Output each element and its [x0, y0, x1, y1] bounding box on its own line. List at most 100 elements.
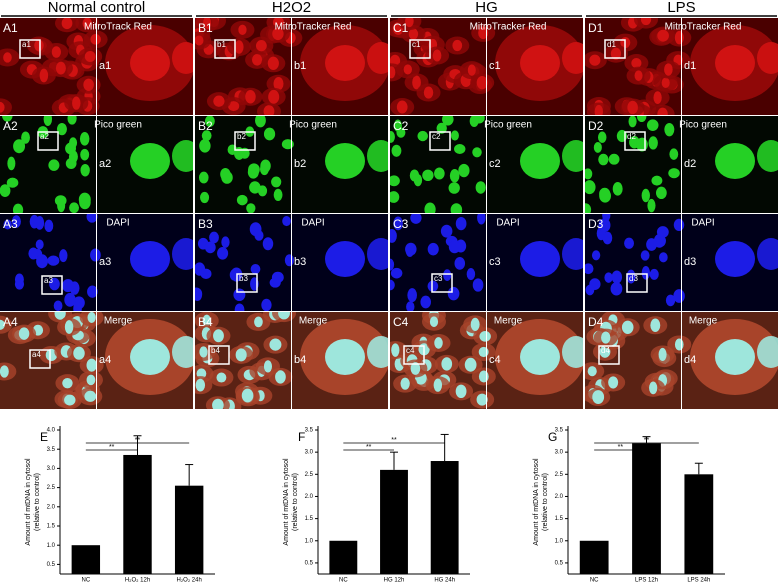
panel-label: B4 — [198, 315, 213, 329]
nucleus — [200, 268, 212, 280]
y-axis-label: Amount of mtDNA in cytosol — [25, 458, 32, 546]
nucleus — [442, 116, 454, 126]
nucleus — [21, 131, 30, 144]
inset-box-label: a3 — [44, 276, 53, 285]
nucleus — [390, 267, 403, 279]
inset-box-label: a4 — [32, 350, 41, 359]
nucleus — [647, 198, 656, 213]
zoom-nucleus — [172, 140, 193, 172]
nucleus — [591, 250, 601, 261]
nucleus — [475, 181, 486, 194]
nucleus — [455, 384, 467, 399]
nucleus — [669, 148, 679, 160]
column-title: H2O2 — [272, 0, 311, 16]
nucleus — [203, 18, 212, 30]
nucleus — [3, 52, 12, 63]
nucleus — [69, 202, 80, 213]
nucleus — [410, 362, 421, 375]
zoom-nucleus — [172, 336, 193, 368]
zoom-nucleus — [520, 241, 560, 277]
nucleus — [79, 132, 90, 146]
panel-label: C4 — [393, 315, 409, 329]
y-tick-label: 3.5 — [555, 428, 564, 434]
zoom-label: d2 — [684, 158, 696, 170]
panel-label: B1 — [198, 21, 213, 35]
y-tick-label: 2.0 — [305, 494, 314, 500]
inset-box-label: b3 — [239, 274, 248, 283]
nucleus — [90, 34, 101, 45]
nucleus — [251, 54, 263, 66]
nucleus — [267, 56, 279, 70]
nucleus — [589, 54, 601, 66]
zoom-nucleus — [325, 339, 365, 375]
nucleus — [73, 346, 85, 360]
nucleus — [199, 346, 208, 358]
nucleus — [470, 317, 480, 331]
nucleus — [393, 216, 403, 231]
y-tick-label: 3.5 — [47, 447, 56, 453]
nucleus — [254, 316, 263, 328]
nucleus — [417, 130, 429, 142]
nucleus — [216, 372, 227, 383]
y-tick-label: 2.5 — [47, 485, 56, 491]
zoom-label: c3 — [489, 256, 501, 268]
inset-box — [236, 273, 258, 293]
y-tick-label: 3.5 — [305, 428, 314, 434]
inset-box — [208, 345, 230, 365]
nucleus — [472, 147, 482, 158]
nucleus — [448, 182, 460, 194]
panel-label: A1 — [3, 21, 18, 35]
nucleus — [72, 96, 81, 110]
nucleus — [263, 127, 276, 141]
stain-label: Merge — [689, 316, 718, 327]
nucleus — [434, 167, 445, 180]
inset-box — [37, 131, 59, 151]
nucleus — [228, 101, 240, 112]
inset-box — [403, 345, 425, 365]
nucleus — [0, 319, 5, 330]
nucleus — [234, 303, 245, 311]
nucleus — [452, 39, 463, 52]
bar — [71, 545, 101, 574]
nucleus — [213, 95, 225, 107]
micrograph-content — [390, 214, 583, 311]
nucleus — [241, 388, 254, 403]
nucleus — [13, 139, 26, 154]
stain-label: Pico green — [484, 120, 532, 131]
nucleus — [424, 202, 436, 213]
nucleus — [665, 294, 676, 307]
nucleus — [448, 240, 461, 254]
nucleus — [674, 338, 684, 351]
panel-label: A3 — [3, 217, 18, 231]
nucleus — [390, 228, 397, 243]
micrograph: d3 D3 DAPI d3 — [585, 214, 778, 311]
panel-label: C1 — [393, 21, 409, 35]
nucleus — [673, 218, 685, 232]
nucleus — [221, 171, 233, 184]
inset-box — [214, 39, 236, 59]
nucleus — [83, 78, 94, 91]
nucleus — [282, 215, 291, 227]
nucleus — [195, 35, 204, 46]
nucleus — [36, 254, 48, 269]
stain-label: DAPI — [301, 218, 324, 229]
y-tick-label: 1.0 — [305, 538, 314, 544]
y-axis-label: (relative to control) — [34, 473, 41, 531]
inset-box — [598, 345, 620, 365]
y-axis-label: (relative to control) — [292, 473, 299, 531]
zoom-nucleus — [715, 143, 755, 179]
nucleus — [407, 288, 417, 303]
nucleus — [233, 288, 246, 302]
zoom-nucleus — [367, 336, 388, 368]
nucleus — [627, 100, 638, 115]
zoom-nucleus — [367, 238, 388, 270]
zoom-nucleus — [130, 143, 170, 179]
nucleus — [204, 241, 216, 254]
nucleus — [44, 219, 54, 233]
nucleus — [47, 255, 60, 266]
nucleus — [478, 370, 489, 383]
nucleus — [86, 214, 98, 223]
nucleus — [29, 214, 40, 229]
nucleus — [284, 254, 294, 267]
